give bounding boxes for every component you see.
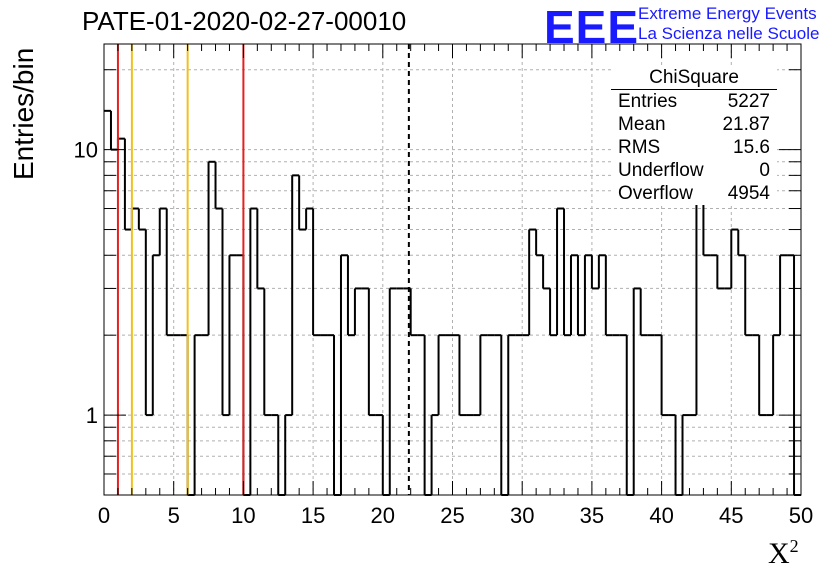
stats-label: Mean bbox=[618, 114, 666, 135]
stats-box: ChiSquare Entries 5227 Mean 21.87 RMS 15.6 … bbox=[611, 66, 777, 205]
x-tick-label: 40 bbox=[649, 503, 673, 528]
stats-label: Entries bbox=[618, 91, 678, 112]
y-axis-label: Entries/bin bbox=[8, 47, 39, 180]
x-tick-label: 45 bbox=[719, 503, 743, 528]
stats-row: RMS 15.6 bbox=[611, 136, 777, 159]
marker-lines bbox=[116, 44, 410, 495]
x-tick-label: 15 bbox=[301, 503, 325, 528]
tick-labels: 0 5 10 15 20 25 30 35 40 45 50 1 10 bbox=[74, 138, 814, 528]
logo-mark: EEE bbox=[544, 1, 640, 53]
logo-line-2: La Scienza nelle Scuole bbox=[638, 24, 820, 43]
chart-title: PATE-01-2020-02-27-00010 bbox=[82, 6, 407, 36]
stats-row: Underflow 0 bbox=[611, 159, 777, 182]
stats-label: Underflow bbox=[618, 160, 704, 181]
stats-row: Mean 21.87 bbox=[611, 113, 777, 136]
y-tick-label: 10 bbox=[74, 138, 98, 163]
stats-value: 15.6 bbox=[733, 137, 770, 158]
stats-label: Overflow bbox=[618, 183, 693, 204]
x-tick-label: 0 bbox=[98, 503, 110, 528]
x-axis-label: X2 bbox=[768, 536, 799, 571]
stats-label: RMS bbox=[618, 137, 661, 158]
y-tick-label: 1 bbox=[86, 403, 98, 428]
x-tick-label: 30 bbox=[510, 503, 534, 528]
stats-value: 5227 bbox=[727, 91, 770, 112]
stats-row: Overflow 4954 bbox=[611, 182, 777, 205]
stats-value: 21.87 bbox=[722, 114, 770, 135]
x-tick-label: 25 bbox=[440, 503, 464, 528]
logo-line-1: Extreme Energy Events bbox=[638, 4, 817, 23]
axis-ticks bbox=[103, 44, 802, 495]
x-axis-label-base: X bbox=[768, 537, 790, 570]
x-axis-label-superscript: 2 bbox=[789, 536, 799, 556]
x-tick-label: 50 bbox=[789, 503, 813, 528]
x-tick-label: 20 bbox=[371, 503, 395, 528]
stats-row: Entries 5227 bbox=[611, 90, 777, 113]
stats-value: 0 bbox=[759, 160, 770, 181]
x-tick-label: 5 bbox=[168, 503, 180, 528]
stats-title: ChiSquare bbox=[611, 66, 777, 90]
x-tick-label: 10 bbox=[231, 503, 255, 528]
stats-value: 4954 bbox=[727, 183, 770, 204]
x-tick-label: 35 bbox=[580, 503, 604, 528]
